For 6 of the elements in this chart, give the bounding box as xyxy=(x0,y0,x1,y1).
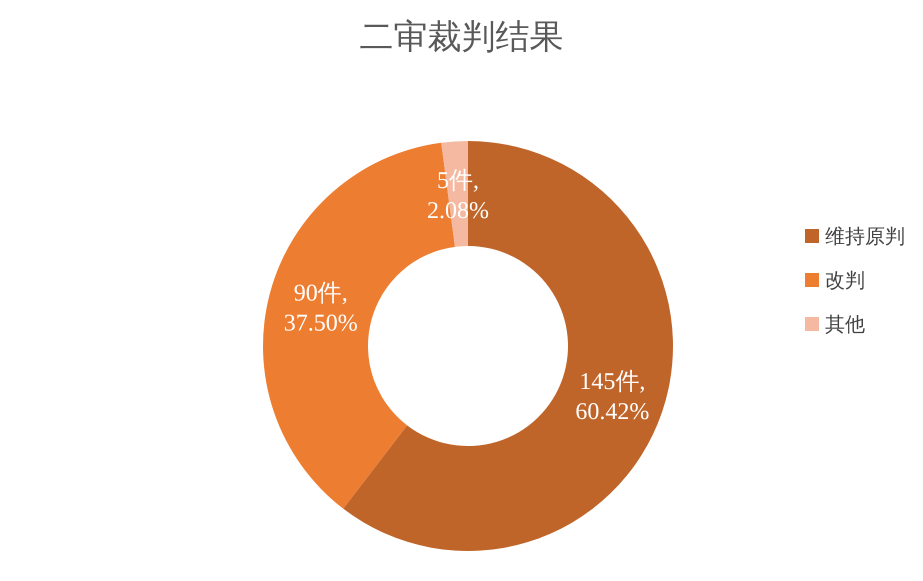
data-label: 145件, 60.42% xyxy=(575,369,650,426)
data-label: 90件, 37.50% xyxy=(284,280,358,337)
legend-label: 改判 xyxy=(825,266,865,294)
legend-label: 其他 xyxy=(825,310,865,338)
chart-title: 二审裁判结果 xyxy=(358,16,564,59)
legend-label: 维持原判 xyxy=(825,222,905,250)
